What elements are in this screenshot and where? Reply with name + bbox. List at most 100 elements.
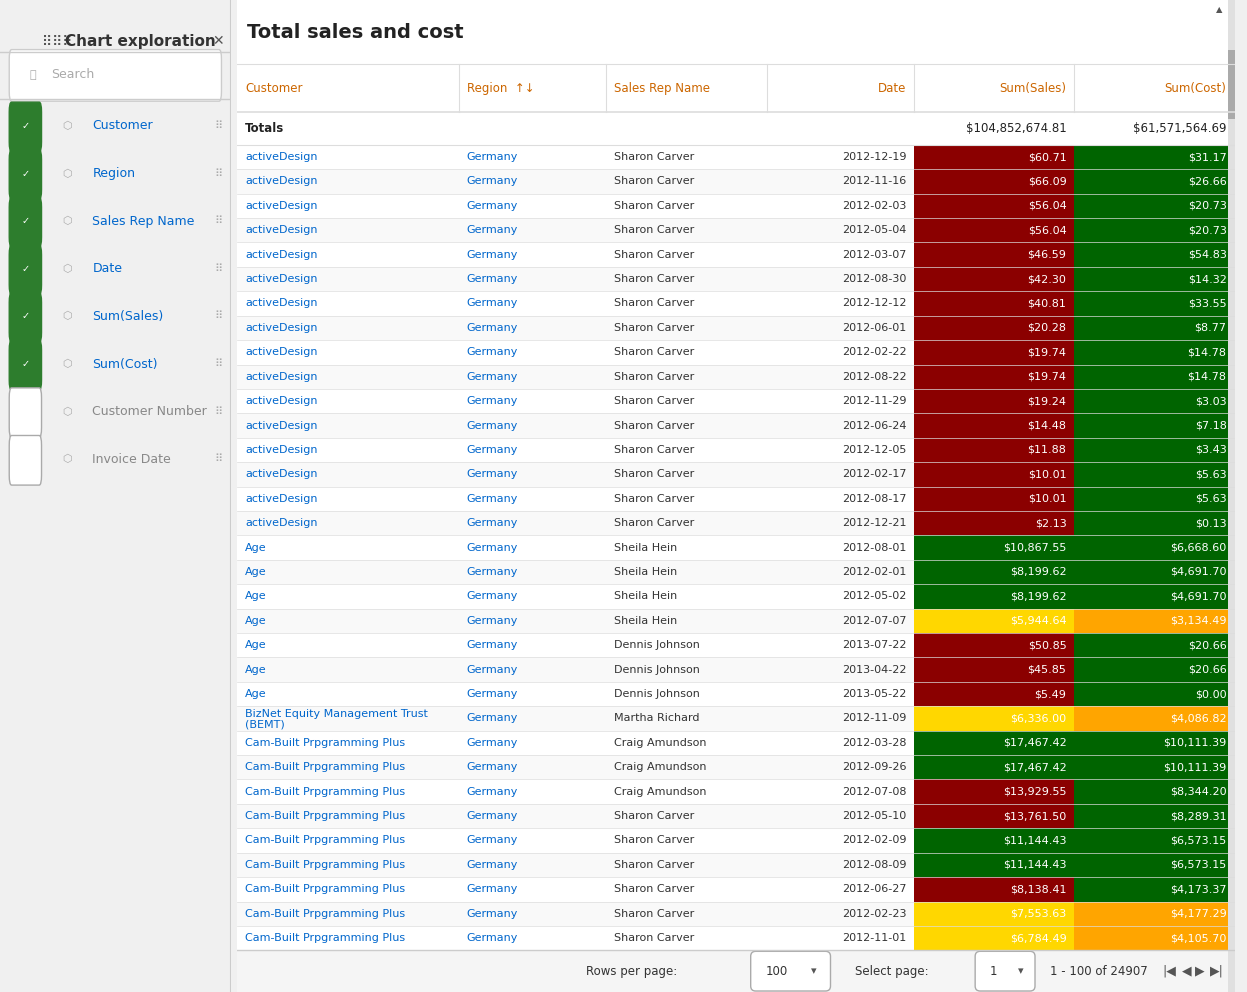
Bar: [914, 828, 1075, 853]
Text: 2012-02-03: 2012-02-03: [842, 200, 907, 211]
Bar: [914, 633, 1075, 658]
Text: ⠿: ⠿: [214, 169, 223, 179]
Text: ⠿: ⠿: [214, 311, 223, 321]
Text: 1: 1: [990, 964, 998, 978]
FancyBboxPatch shape: [975, 951, 1035, 991]
Text: activeDesign: activeDesign: [244, 396, 318, 406]
Bar: [237, 682, 1235, 706]
Bar: [914, 731, 1075, 755]
Text: activeDesign: activeDesign: [244, 323, 318, 333]
Text: 2012-03-28: 2012-03-28: [842, 738, 907, 748]
Text: Sharon Carver: Sharon Carver: [615, 200, 695, 211]
Bar: [1075, 170, 1235, 193]
Bar: [237, 633, 1235, 658]
Bar: [914, 389, 1075, 414]
Bar: [1075, 902, 1235, 926]
Text: Germany: Germany: [466, 616, 518, 626]
FancyBboxPatch shape: [9, 197, 41, 247]
Text: $19.74: $19.74: [1028, 372, 1066, 382]
Bar: [237, 315, 1235, 340]
FancyBboxPatch shape: [9, 150, 41, 199]
Text: |◀: |◀: [1162, 964, 1177, 978]
Bar: [237, 877, 1235, 902]
Text: $6,668.60: $6,668.60: [1170, 543, 1227, 553]
Bar: [237, 437, 1235, 462]
Text: Date: Date: [92, 262, 122, 276]
Bar: [1075, 267, 1235, 292]
Text: Sharon Carver: Sharon Carver: [615, 396, 695, 406]
Bar: [237, 658, 1235, 682]
Text: Age: Age: [244, 543, 267, 553]
Text: ⬡: ⬡: [62, 216, 72, 226]
Bar: [1075, 584, 1235, 609]
Text: $104,852,674.81: $104,852,674.81: [965, 122, 1066, 135]
Bar: [1075, 511, 1235, 536]
Text: $60.71: $60.71: [1028, 152, 1066, 162]
Bar: [237, 804, 1235, 828]
Bar: [914, 780, 1075, 804]
Text: $0.00: $0.00: [1195, 689, 1227, 699]
Text: $7.18: $7.18: [1195, 421, 1227, 431]
Bar: [237, 902, 1235, 926]
Text: Germany: Germany: [466, 372, 518, 382]
Bar: [914, 340, 1075, 364]
Text: Sharon Carver: Sharon Carver: [615, 933, 695, 943]
Bar: [237, 0, 1235, 64]
Text: Germany: Germany: [466, 835, 518, 845]
Bar: [1075, 828, 1235, 853]
Bar: [914, 292, 1075, 315]
Text: $20.28: $20.28: [1028, 323, 1066, 333]
Text: activeDesign: activeDesign: [244, 494, 318, 504]
Text: 2013-04-22: 2013-04-22: [842, 665, 907, 675]
Bar: [914, 242, 1075, 267]
Text: Germany: Germany: [466, 860, 518, 870]
Text: $50.85: $50.85: [1028, 640, 1066, 650]
Text: $19.74: $19.74: [1028, 347, 1066, 357]
Text: 2012-11-29: 2012-11-29: [842, 396, 907, 406]
Text: Sharon Carver: Sharon Carver: [615, 518, 695, 528]
Text: Germany: Germany: [466, 909, 518, 919]
Bar: [1075, 315, 1235, 340]
Text: ⠿: ⠿: [214, 359, 223, 369]
Bar: [237, 414, 1235, 437]
Bar: [914, 584, 1075, 609]
Bar: [1075, 780, 1235, 804]
Bar: [914, 462, 1075, 486]
Text: $0.13: $0.13: [1195, 518, 1227, 528]
Bar: [914, 755, 1075, 780]
Text: $14.78: $14.78: [1187, 347, 1227, 357]
Text: 2012-03-07: 2012-03-07: [842, 250, 907, 260]
Text: Cam-Built Prpgramming Plus: Cam-Built Prpgramming Plus: [244, 835, 405, 845]
Bar: [237, 340, 1235, 364]
Bar: [237, 584, 1235, 609]
Text: Germany: Germany: [466, 665, 518, 675]
Text: ✓: ✓: [21, 359, 30, 369]
Bar: [237, 486, 1235, 511]
Text: $10.01: $10.01: [1028, 469, 1066, 479]
Text: 2013-07-22: 2013-07-22: [842, 640, 907, 650]
Text: ⠿: ⠿: [214, 121, 223, 131]
Text: Age: Age: [244, 665, 267, 675]
Text: Cam-Built Prpgramming Plus: Cam-Built Prpgramming Plus: [244, 884, 405, 895]
Text: Craig Amundson: Craig Amundson: [615, 787, 707, 797]
Bar: [914, 559, 1075, 584]
Bar: [1075, 706, 1235, 731]
Text: $56.04: $56.04: [1028, 225, 1066, 235]
Text: $17,467.42: $17,467.42: [1003, 738, 1066, 748]
Text: $6,573.15: $6,573.15: [1170, 835, 1227, 845]
Text: ▾: ▾: [811, 966, 817, 976]
Text: Sharon Carver: Sharon Carver: [615, 299, 695, 309]
Text: Sheila Hein: Sheila Hein: [615, 591, 677, 601]
Text: 2012-02-09: 2012-02-09: [842, 835, 907, 845]
Text: $4,105.70: $4,105.70: [1170, 933, 1227, 943]
Text: Sharon Carver: Sharon Carver: [615, 372, 695, 382]
Text: Germany: Germany: [466, 250, 518, 260]
Text: 2012-12-12: 2012-12-12: [842, 299, 907, 309]
Text: ⠿: ⠿: [214, 264, 223, 274]
Bar: [1075, 926, 1235, 950]
Text: $3.43: $3.43: [1195, 445, 1227, 455]
Text: Germany: Germany: [466, 787, 518, 797]
Text: ▶: ▶: [1195, 964, 1205, 978]
Text: $2.13: $2.13: [1035, 518, 1066, 528]
Text: Germany: Germany: [466, 738, 518, 748]
